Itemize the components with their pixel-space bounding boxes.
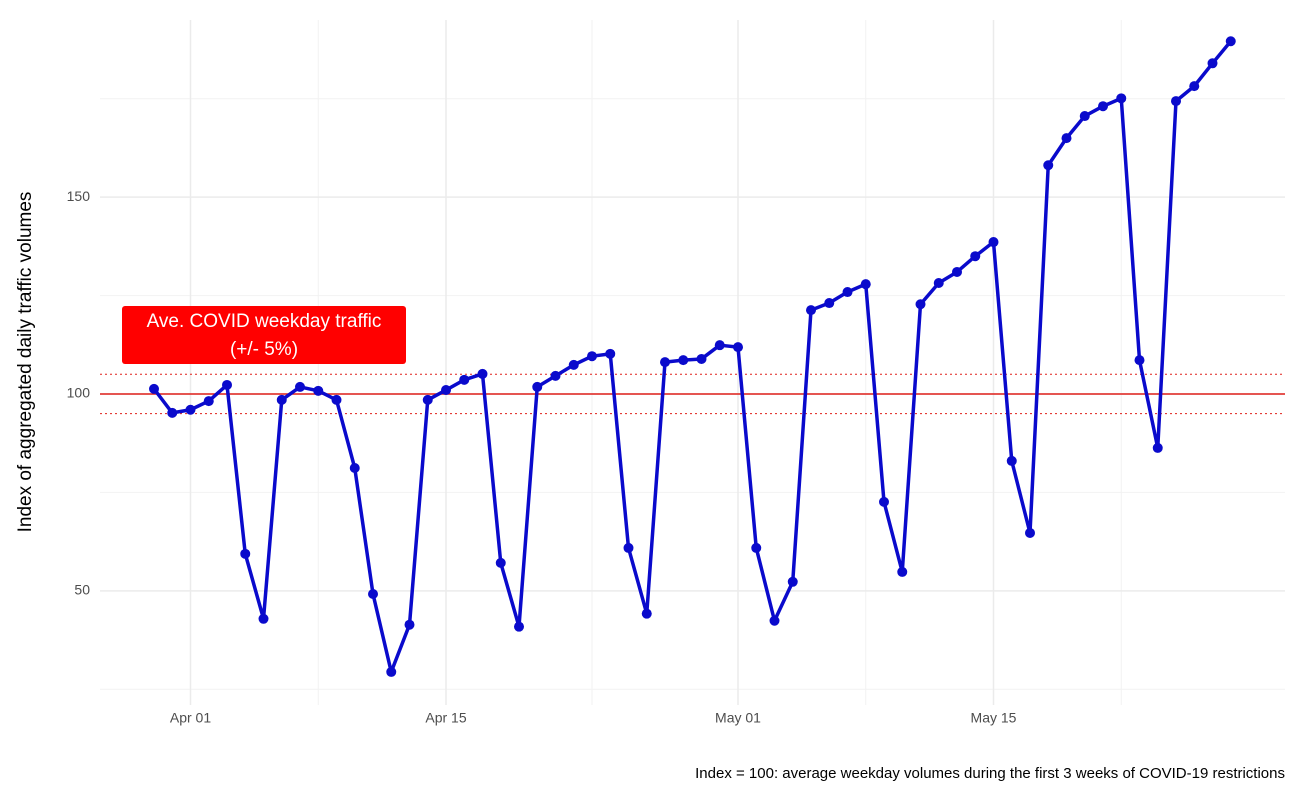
annotation-box — [122, 306, 406, 364]
data-point — [276, 394, 287, 405]
data-point — [1225, 36, 1236, 47]
data-point — [568, 359, 579, 370]
data-point — [422, 394, 433, 405]
data-point — [787, 576, 798, 587]
data-point — [441, 385, 451, 396]
data-point — [824, 298, 835, 309]
y-tick-label: 100 — [67, 385, 91, 401]
data-point — [1171, 96, 1181, 107]
data-point — [495, 557, 506, 568]
data-point — [1043, 160, 1054, 171]
data-point — [550, 370, 561, 381]
data-point — [641, 608, 652, 619]
data-point — [1207, 58, 1218, 69]
data-point — [167, 407, 178, 418]
data-point — [1152, 442, 1163, 453]
x-tick-label: May 15 — [971, 710, 1017, 726]
data-point — [203, 396, 214, 407]
y-tick-label: 50 — [74, 582, 90, 598]
x-tick-label: May 01 — [715, 710, 761, 726]
data-point — [1006, 455, 1017, 466]
data-point — [1134, 355, 1145, 366]
data-point — [459, 374, 470, 385]
data-point — [733, 342, 743, 353]
data-point — [696, 353, 707, 364]
data-point — [970, 251, 981, 262]
data-point — [295, 381, 305, 392]
data-point — [860, 279, 871, 290]
annotation-text: (+/- 5%) — [230, 339, 298, 360]
data-point — [1079, 111, 1090, 122]
data-point — [660, 357, 670, 368]
data-point — [532, 381, 543, 392]
x-tick-label: Apr 01 — [170, 710, 211, 726]
data-point — [149, 383, 159, 394]
data-point — [222, 379, 232, 390]
data-point — [1025, 527, 1035, 538]
data-point — [349, 463, 360, 474]
data-point — [1189, 81, 1200, 92]
data-point — [185, 404, 196, 415]
data-point — [915, 299, 926, 310]
data-point — [879, 496, 889, 507]
data-point — [751, 542, 762, 553]
data-point — [514, 621, 524, 632]
data-point — [1116, 93, 1127, 104]
data-point — [404, 619, 415, 630]
data-point — [769, 615, 780, 626]
caption: Index = 100: average weekday volumes dur… — [695, 765, 1285, 782]
data-point — [386, 666, 397, 677]
y-tick-label: 150 — [67, 188, 91, 204]
data-point — [1098, 101, 1108, 112]
data-point — [897, 566, 908, 577]
data-point — [714, 340, 725, 351]
data-point — [605, 348, 616, 359]
data-point — [806, 305, 816, 316]
data-point — [988, 237, 999, 248]
data-point — [587, 351, 597, 362]
data-point — [368, 588, 378, 599]
annotation-text: Ave. COVID weekday traffic — [147, 311, 382, 332]
data-point — [952, 266, 962, 277]
x-tick-label: Apr 15 — [425, 710, 466, 726]
data-point — [623, 542, 634, 553]
data-point — [933, 277, 944, 288]
y-axis-title: Index of aggregated daily traffic volume… — [15, 192, 36, 533]
data-point — [258, 613, 269, 624]
data-point — [678, 355, 689, 366]
data-point — [240, 548, 251, 559]
data-point — [331, 394, 342, 405]
data-point — [1061, 133, 1072, 144]
data-point — [477, 368, 488, 379]
data-point — [842, 287, 853, 298]
data-point — [313, 385, 324, 396]
